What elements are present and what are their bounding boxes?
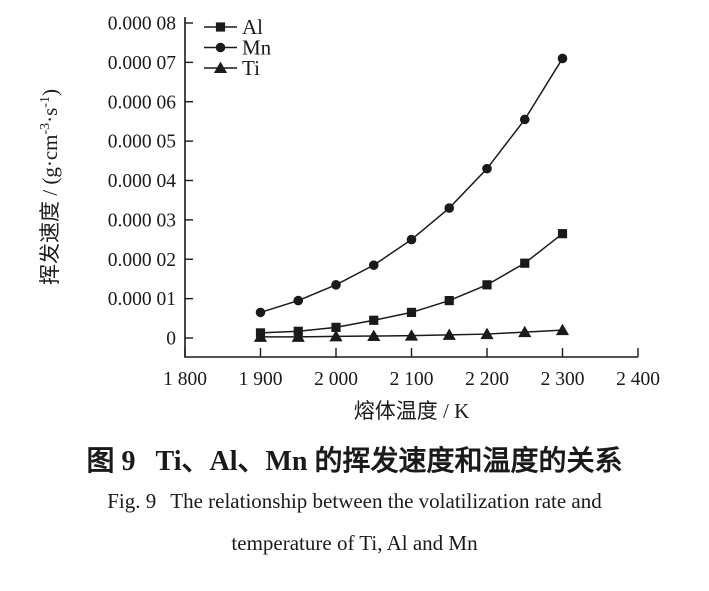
x-tick-label: 2 000 xyxy=(314,369,358,390)
circle-marker xyxy=(406,234,417,245)
triangle-marker xyxy=(555,323,570,336)
x-tick-label: 2 400 xyxy=(616,369,660,390)
x-tick-label: 1 900 xyxy=(239,369,283,390)
figure-title-en-line1: The relationship between the volatilizat… xyxy=(170,489,602,513)
triangle-marker xyxy=(253,330,268,342)
ticks xyxy=(184,22,639,357)
circle-marker xyxy=(557,53,568,64)
figure-title-zh: Ti、Al、Mn 的挥发速度和温度的关系 xyxy=(155,446,623,477)
legend-label-Mn: Mn xyxy=(242,36,272,60)
triangle-marker xyxy=(329,330,343,342)
triangle-marker xyxy=(291,330,305,342)
x-tick-label: 1 800 xyxy=(163,369,207,390)
y-tick-label: 0.000 03 xyxy=(108,210,176,231)
y-tick-label: 0.000 05 xyxy=(108,132,176,153)
circle-marker xyxy=(482,163,492,174)
y-tick-label: 0.000 02 xyxy=(108,250,176,271)
legend-label-Ti: Ti xyxy=(242,56,260,80)
y-tick-label: 0.000 08 xyxy=(108,14,176,35)
triangle-marker xyxy=(213,61,228,73)
x-tick-label: 2 100 xyxy=(390,369,434,390)
square-marker xyxy=(482,280,492,290)
square-marker xyxy=(520,258,530,268)
triangle-marker xyxy=(442,328,456,340)
figure-caption-en-line2: temperature of Ti, Al and Mn xyxy=(231,531,478,556)
square-marker xyxy=(369,315,379,325)
figure-caption-zh: 图 9 Ti、Al、Mn 的挥发速度和温度的关系 xyxy=(0,444,709,479)
tick-labels: 0 0.000 01 0.000 02 0.000 03 0.000 04 0.000 0… xyxy=(108,14,660,391)
square-marker xyxy=(331,322,341,332)
triangle-marker xyxy=(480,327,494,340)
x-axis-label: 熔体温度 / K xyxy=(354,399,470,423)
triangle-marker xyxy=(404,329,419,341)
legend-label-Al: Al xyxy=(242,15,263,39)
y-axis-label: 挥发速度 / (g·cm-3·s-1) xyxy=(38,89,62,285)
figure-caption-en-line1: Fig. 9 The relationship between the volat… xyxy=(0,488,709,515)
square-marker xyxy=(406,307,417,318)
square-marker xyxy=(557,229,568,239)
series-Mn xyxy=(255,53,568,318)
y-tick-label: 0 xyxy=(166,329,176,350)
y-tick-label: 0.000 07 xyxy=(108,53,177,74)
figure-number-zh: 图 9 xyxy=(86,446,136,477)
circle-marker xyxy=(444,203,455,213)
figure-number-en: Fig. 9 xyxy=(107,489,157,513)
volatilization-chart: 0 0.000 01 0.000 02 0.000 03 0.000 04 0.000 0… xyxy=(38,14,660,424)
circle-marker xyxy=(368,260,379,270)
circle-marker xyxy=(519,114,530,125)
circle-marker xyxy=(215,42,226,53)
series-Al xyxy=(255,229,568,338)
circle-marker xyxy=(293,295,304,306)
x-tick-label: 2 200 xyxy=(465,369,509,390)
square-marker xyxy=(444,295,454,306)
x-tick-label: 2 300 xyxy=(541,369,585,390)
series-Ti xyxy=(253,323,570,342)
triangle-marker xyxy=(518,325,532,338)
circle-marker xyxy=(255,307,266,318)
circle-marker xyxy=(331,280,341,290)
square-marker xyxy=(215,22,226,32)
triangle-marker xyxy=(367,329,381,342)
y-tick-label: 0.000 04 xyxy=(108,171,177,192)
y-tick-label: 0.000 06 xyxy=(108,92,177,113)
y-tick-label: 0.000 01 xyxy=(108,289,176,310)
